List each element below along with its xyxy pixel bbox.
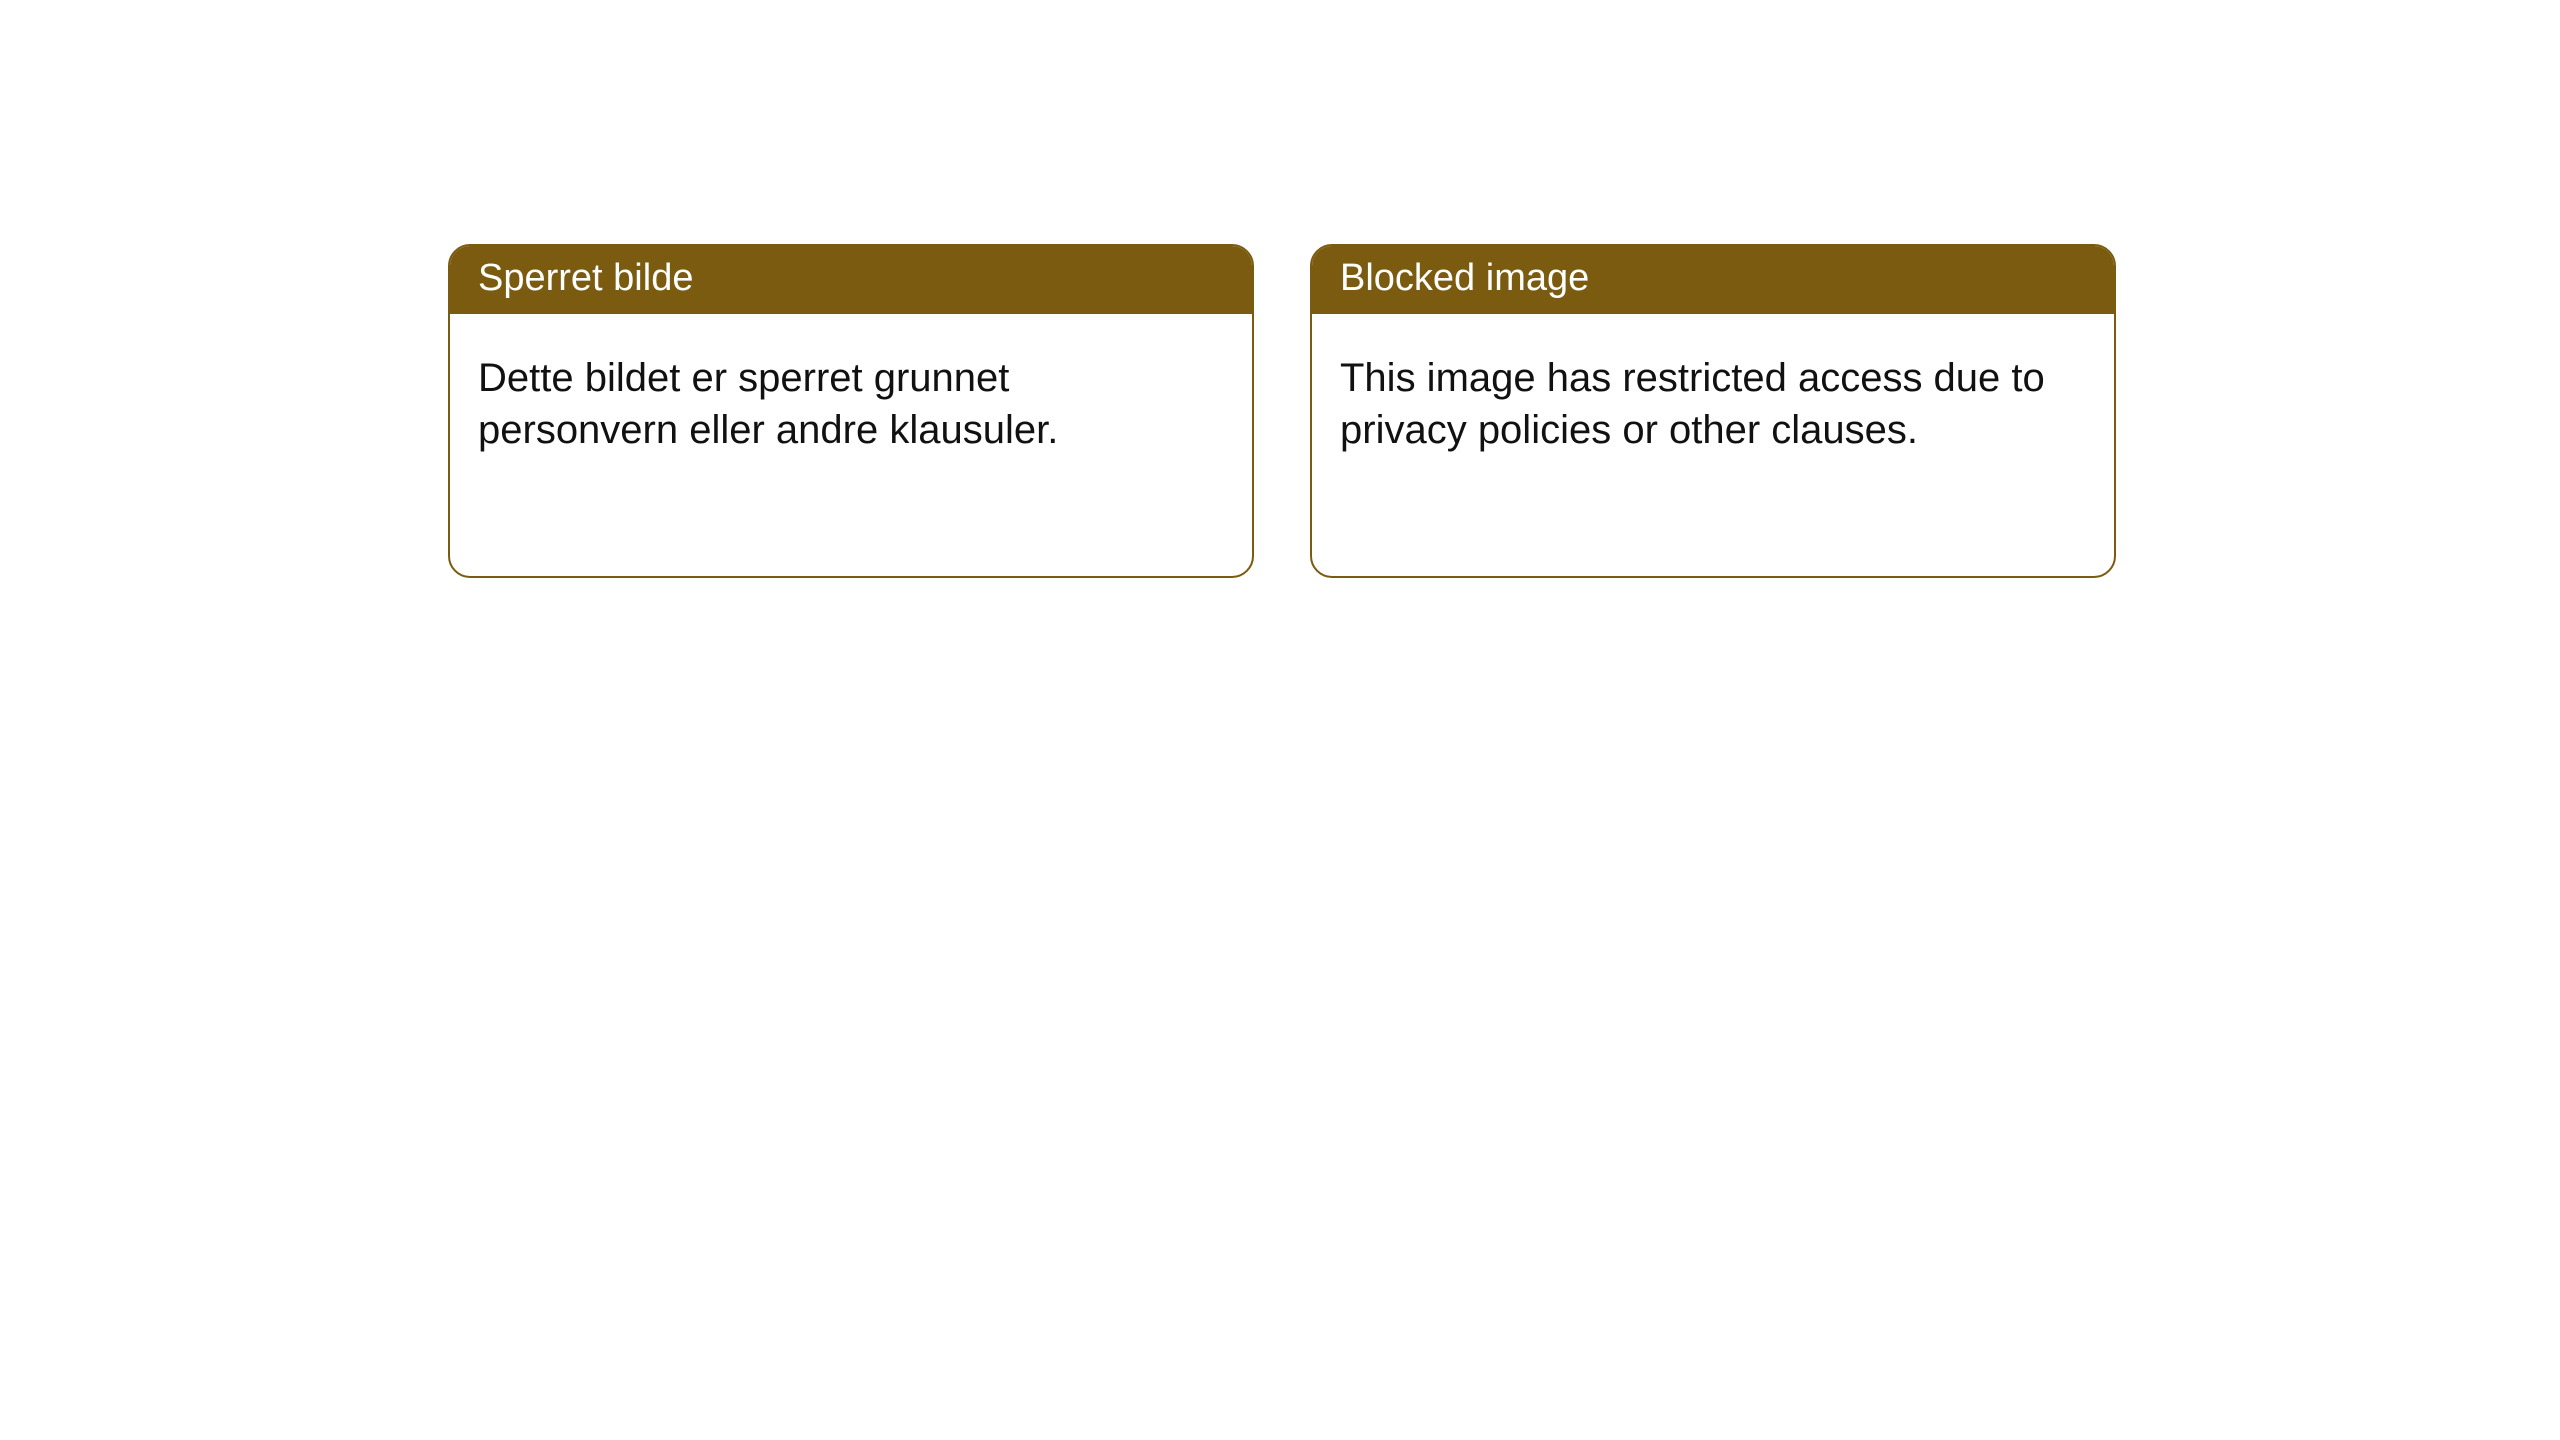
card-header-en: Blocked image [1312, 246, 2114, 314]
blocked-image-card-no: Sperret bilde Dette bildet er sperret gr… [448, 244, 1254, 578]
card-header-no: Sperret bilde [450, 246, 1252, 314]
blocked-image-card-en: Blocked image This image has restricted … [1310, 244, 2116, 578]
notice-container: Sperret bilde Dette bildet er sperret gr… [448, 244, 2116, 578]
card-body-no: Dette bildet er sperret grunnet personve… [450, 314, 1226, 486]
card-body-en: This image has restricted access due to … [1312, 314, 2088, 486]
